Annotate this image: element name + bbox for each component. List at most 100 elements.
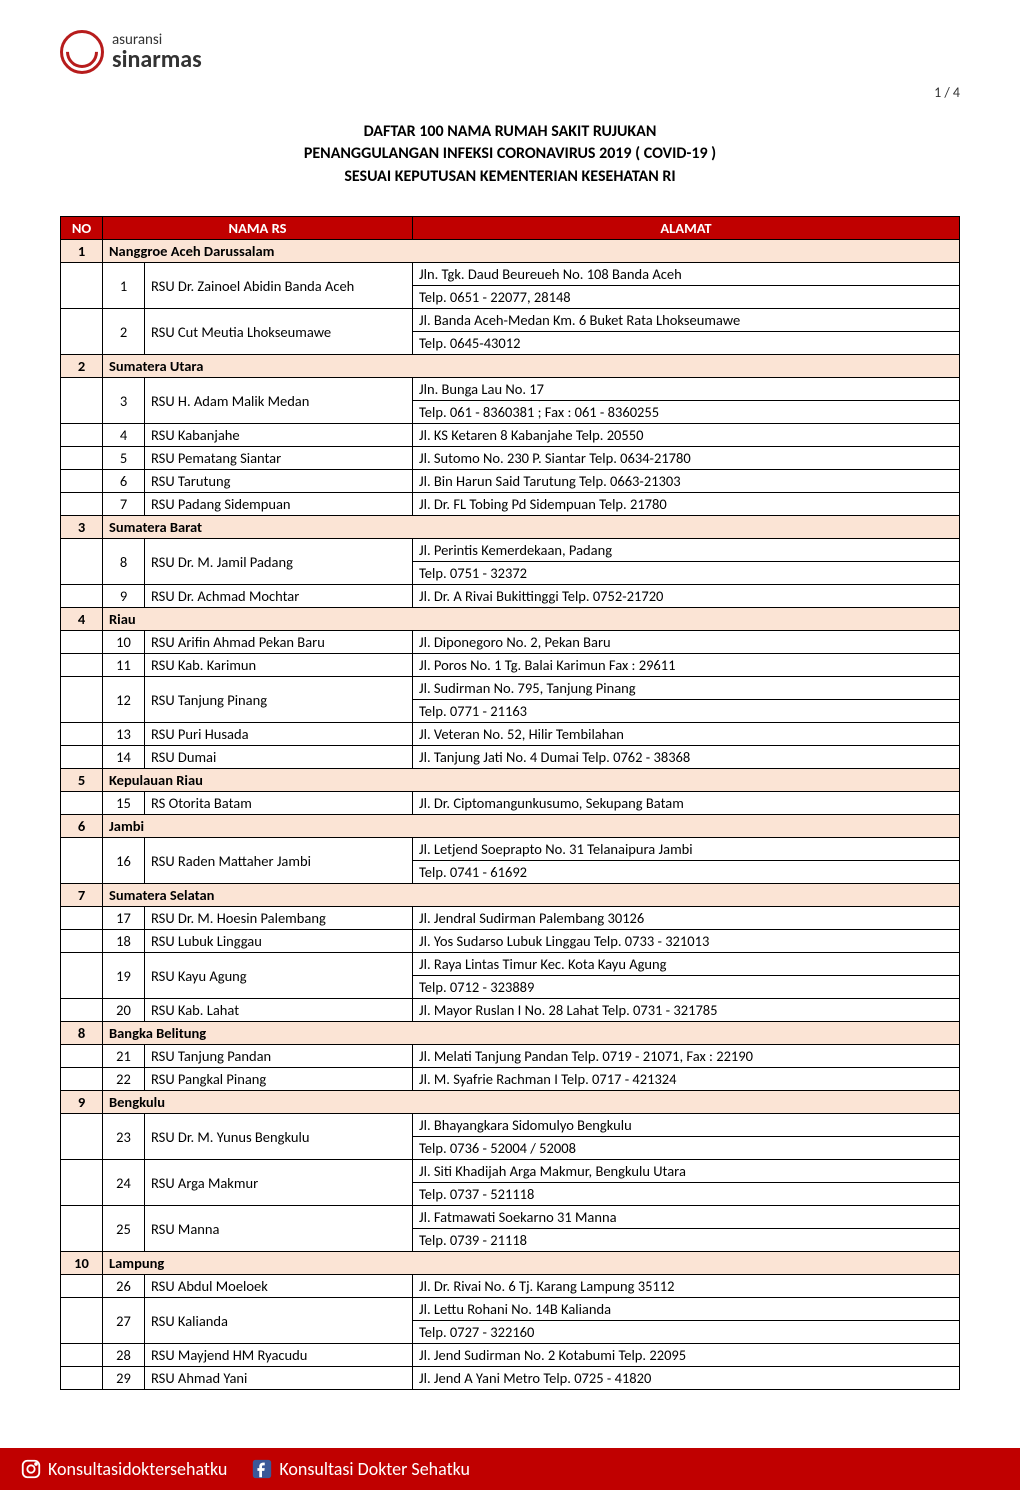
page-number: 1 / 4 [60,84,960,101]
hospital-address: Jl. Jend Sudirman No. 2 Kotabumi Telp. 2… [413,1344,960,1367]
table-row: 28RSU Mayjend HM RyacuduJl. Jend Sudirma… [61,1344,960,1367]
hospital-address: Jl. Dr. Rivai No. 6 Tj. Karang Lampung 3… [413,1275,960,1298]
hospital-address: Jl. Yos Sudarso Lubuk Linggau Telp. 0733… [413,930,960,953]
hospital-address: Telp. 0751 - 32372 [413,562,960,585]
row-index: 15 [103,792,145,815]
region-no: 6 [61,815,103,838]
region-name: Nanggroe Aceh Darussalam [103,240,960,263]
hospital-address: Jl. Dr. FL Tobing Pd Sidempuan Telp. 217… [413,493,960,516]
table-row: 23RSU Dr. M. Yunus BengkuluJl. Bhayangka… [61,1114,960,1137]
hospital-address: Jl. Sudirman No. 795, Tanjung Pinang [413,677,960,700]
col-no: NO [61,217,103,240]
table-row: 22RSU Pangkal PinangJl. M. Syafrie Rachm… [61,1068,960,1091]
hospital-name: RSU Dr. M. Jamil Padang [145,539,413,585]
region-row: 10Lampung [61,1252,960,1275]
row-index: 8 [103,539,145,585]
region-name: Bengkulu [103,1091,960,1114]
table-row: 8RSU Dr. M. Jamil PadangJl. Perintis Kem… [61,539,960,562]
region-row: 6Jambi [61,815,960,838]
row-index: 13 [103,723,145,746]
region-name: Lampung [103,1252,960,1275]
hospital-name: RSU Kab. Lahat [145,999,413,1022]
hospital-name: RSU Puri Husada [145,723,413,746]
blank-cell [61,792,103,815]
title-line-1: DAFTAR 100 NAMA RUMAH SAKIT RUJUKAN [60,121,960,143]
region-no: 1 [61,240,103,263]
hospital-address: Telp. 0651 - 22077, 28148 [413,286,960,309]
row-index: 9 [103,585,145,608]
hospital-address: Jln. Bunga Lau No. 17 [413,378,960,401]
table-row: 1RSU Dr. Zainoel Abidin Banda AcehJln. T… [61,263,960,286]
hospital-name: RSU Arga Makmur [145,1160,413,1206]
hospital-name: RSU Dr. M. Hoesin Palembang [145,907,413,930]
region-row: 8Bangka Belitung [61,1022,960,1045]
hospital-name: RSU Kab. Karimun [145,654,413,677]
blank-cell [61,999,103,1022]
logo-bottom: sinarmas [112,48,202,72]
region-row: 2Sumatera Utara [61,355,960,378]
row-index: 29 [103,1367,145,1390]
hospital-name: RSU Tanjung Pinang [145,677,413,723]
hospital-name: RSU Dr. M. Yunus Bengkulu [145,1114,413,1160]
title-line-3: SESUAI KEPUTUSAN KEMENTERIAN KESEHATAN R… [60,166,960,188]
blank-cell [61,930,103,953]
hospital-address: Jl. Letjend Soeprapto No. 31 Telanaipura… [413,838,960,861]
instagram-icon [20,1458,42,1480]
region-name: Jambi [103,815,960,838]
table-row: 10RSU Arifin Ahmad Pekan BaruJl. Diponeg… [61,631,960,654]
table-row: 11RSU Kab. KarimunJl. Poros No. 1 Tg. Ba… [61,654,960,677]
hospital-address: Telp. 0771 - 21163 [413,700,960,723]
hospital-address: Jln. Tgk. Daud Beureueh No. 108 Banda Ac… [413,263,960,286]
region-name: Bangka Belitung [103,1022,960,1045]
hospital-address: Jl. Jend A Yani Metro Telp. 0725 - 41820 [413,1367,960,1390]
hospital-name: RSU Abdul Moeloek [145,1275,413,1298]
region-name: Sumatera Selatan [103,884,960,907]
table-row: 6RSU TarutungJl. Bin Harun Said Tarutung… [61,470,960,493]
hospital-address: Jl. Tanjung Jati No. 4 Dumai Telp. 0762 … [413,746,960,769]
region-row: 4Riau [61,608,960,631]
table-row: 21RSU Tanjung PandanJl. Melati Tanjung P… [61,1045,960,1068]
table-row: 4RSU KabanjaheJl. KS Ketaren 8 Kabanjahe… [61,424,960,447]
hospital-address: Jl. KS Ketaren 8 Kabanjahe Telp. 20550 [413,424,960,447]
footer-instagram: Konsultasidoktersehatku [20,1458,227,1480]
blank-cell [61,539,103,585]
table-header-row: NO NAMA RS ALAMAT [61,217,960,240]
row-index: 5 [103,447,145,470]
hospital-address: Jl. Fatmawati Soekarno 31 Manna [413,1206,960,1229]
region-row: 9Bengkulu [61,1091,960,1114]
region-no: 5 [61,769,103,792]
region-row: 7Sumatera Selatan [61,884,960,907]
logo-text: asuransi sinarmas [112,33,202,72]
table-row: 3RSU H. Adam Malik MedanJln. Bunga Lau N… [61,378,960,401]
footer: Konsultasidoktersehatku Konsultasi Dokte… [0,1448,1020,1490]
footer-facebook-text: Konsultasi Dokter Sehatku [279,1458,470,1480]
row-index: 6 [103,470,145,493]
hospital-name: RSU Manna [145,1206,413,1252]
table-row: 19RSU Kayu AgungJl. Raya Lintas Timur Ke… [61,953,960,976]
col-nama: NAMA RS [103,217,413,240]
table-row: 13RSU Puri HusadaJl. Veteran No. 52, Hil… [61,723,960,746]
region-row: 3Sumatera Barat [61,516,960,539]
hospital-address: Jl. Bhayangkara Sidomulyo Bengkulu [413,1114,960,1137]
col-alamat: ALAMAT [413,217,960,240]
hospital-name: RSU Padang Sidempuan [145,493,413,516]
row-index: 1 [103,263,145,309]
blank-cell [61,378,103,424]
hospital-name: RSU Raden Mattaher Jambi [145,838,413,884]
table-row: 29RSU Ahmad YaniJl. Jend A Yani Metro Te… [61,1367,960,1390]
hospital-name: RSU Mayjend HM Ryacudu [145,1344,413,1367]
row-index: 7 [103,493,145,516]
table-row: 27RSU KaliandaJl. Lettu Rohani No. 14B K… [61,1298,960,1321]
blank-cell [61,585,103,608]
hospital-address: Jl. Siti Khadijah Arga Makmur, Bengkulu … [413,1160,960,1183]
row-index: 22 [103,1068,145,1091]
row-index: 27 [103,1298,145,1344]
table-row: 14RSU DumaiJl. Tanjung Jati No. 4 Dumai … [61,746,960,769]
facebook-icon [251,1458,273,1480]
hospital-address: Jl. Jendral Sudirman Palembang 30126 [413,907,960,930]
hospital-name: RS Otorita Batam [145,792,413,815]
region-no: 4 [61,608,103,631]
table-row: 18RSU Lubuk LinggauJl. Yos Sudarso Lubuk… [61,930,960,953]
blank-cell [61,263,103,309]
hospital-address: Telp. 0645-43012 [413,332,960,355]
